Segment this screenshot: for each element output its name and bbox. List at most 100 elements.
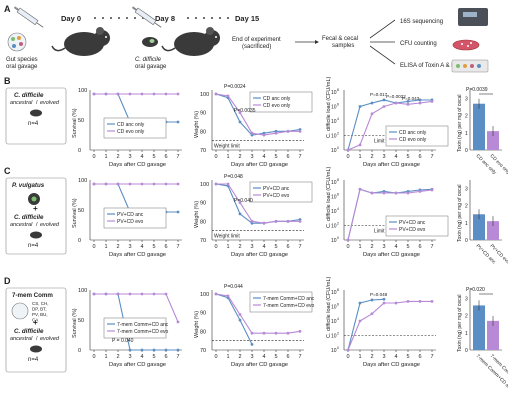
cd-gavage-label-1: C. difficile — [135, 57, 162, 63]
load-1-point — [346, 238, 350, 242]
load-1-point — [430, 300, 434, 303]
p-value: P=0.017 — [370, 92, 388, 97]
legend-label: 7-mem Comm+CD evo — [117, 329, 168, 335]
y-tick-label: 10 — [331, 348, 337, 354]
load-1-point — [370, 112, 374, 116]
weight-1-point — [226, 94, 230, 98]
weight-1-point — [298, 219, 302, 223]
x-tick-label: 1 — [227, 154, 230, 160]
y-tick-label: 2 — [465, 314, 468, 320]
legend-label: CD anc only — [399, 130, 427, 136]
x-tick-label: 6 — [287, 354, 290, 360]
survival-0-point — [176, 120, 180, 124]
survival-1-point — [164, 182, 168, 186]
x-tick-label: 7 — [299, 244, 302, 250]
weight-1-point — [226, 294, 230, 298]
y-tick-label: 1 — [465, 131, 468, 137]
survival-0-point — [176, 210, 180, 214]
survival-1-point — [140, 182, 144, 186]
x-tick-label: 3 — [251, 244, 254, 250]
y-tick-label: 50 — [78, 318, 84, 324]
survival-1-point — [104, 292, 108, 296]
x-tick-label: 2 — [371, 244, 374, 250]
load-1-point — [358, 319, 362, 323]
y-tick-label: 1 — [465, 221, 468, 227]
load-0-point — [382, 98, 386, 102]
y-tick-label: 100 — [200, 92, 209, 98]
load-1-point — [382, 191, 386, 195]
panel-label-d: D — [4, 276, 11, 286]
p-value: P=0.020 — [466, 287, 485, 293]
x-tick-label: 5 — [275, 244, 278, 250]
y-tick-label: 0 — [465, 148, 468, 154]
y-tick-exp: 4 — [337, 117, 339, 121]
weight-1-line — [215, 293, 301, 334]
x-axis-label: Days after CD gavage — [363, 362, 420, 368]
weight-1-point — [262, 331, 266, 335]
x-tick-label: 2 — [117, 354, 120, 360]
x-axis-label: Days after CD gavage — [109, 252, 166, 258]
legend-label: CD evo only — [117, 129, 145, 135]
load-1-point — [382, 105, 386, 108]
x-axis-label: Days after CD gavage — [363, 252, 420, 258]
y-tick-exp: 0 — [337, 236, 339, 240]
survival-1-point — [128, 182, 132, 186]
load-1-point — [418, 190, 422, 193]
x-tick-label: 2 — [117, 154, 120, 160]
p-value: P=0.043 — [402, 96, 420, 101]
weight-1-point — [274, 131, 278, 135]
community-member: PV, BU, — [32, 312, 48, 317]
y-tick-exp: 6 — [337, 303, 339, 307]
x-tick-label: 7 — [177, 354, 180, 360]
survival-0-point — [176, 348, 180, 352]
weight-1-point — [250, 131, 254, 135]
legend-box — [249, 181, 313, 203]
community-icon — [11, 302, 29, 320]
weight-0-point — [250, 343, 254, 346]
organism-box — [5, 177, 67, 255]
x-tick-label: 1 — [105, 154, 108, 160]
y-tick-label: 0 — [465, 238, 468, 244]
x-tick-label: 5 — [407, 154, 410, 160]
weight-1-point — [262, 133, 266, 137]
separator: / — [36, 336, 38, 342]
weight-1-line — [215, 93, 300, 136]
x-tick-label: 1 — [359, 154, 362, 160]
survival-1-point — [128, 92, 132, 96]
x-tick-label: 3 — [129, 354, 132, 360]
mouse-icon — [161, 27, 220, 56]
gut-species-label-1: Gut species — [6, 57, 38, 63]
survival-1-point — [104, 182, 108, 186]
x-axis-label: Days after CD gavage — [109, 362, 166, 368]
load-1-line — [347, 300, 432, 351]
x-tick-label: 4 — [263, 244, 266, 250]
legend-label: PV+CD evo — [117, 219, 143, 225]
legend-label: CD evo only — [263, 103, 291, 109]
y-tick-exp: 6 — [337, 193, 339, 197]
x-tick-label: 4 — [395, 244, 398, 250]
toxin-bar — [487, 320, 499, 350]
survival-1-point — [92, 182, 96, 186]
survival-1-point — [92, 292, 96, 296]
x-tick-label: 6 — [165, 354, 168, 360]
y-axis-label: Toxin (ng) per mg of cecal — [457, 184, 463, 242]
y-tick-label: 70 — [200, 348, 206, 354]
x-tick-label: 4 — [263, 154, 266, 160]
legend-label: CD anc only — [263, 96, 291, 102]
weight-1-point — [286, 219, 290, 223]
weight-1-point — [238, 313, 242, 316]
x-tick-label: 5 — [407, 354, 410, 360]
legend-label: PV+CD anc — [117, 212, 144, 218]
x-tick-label: 1 — [227, 244, 230, 250]
p-value: P=0.0024 — [224, 84, 246, 90]
x-tick-label: 1 — [105, 354, 108, 360]
output-16s: 16S sequencing — [400, 19, 443, 25]
weight-1-point — [298, 129, 302, 133]
x-tick-label: 7 — [431, 354, 434, 360]
survival-1-point — [128, 292, 132, 296]
y-tick-exp: 2 — [337, 132, 339, 136]
c-difficile-icon — [30, 231, 42, 239]
n-label: n=4 — [28, 121, 39, 127]
x-axis-label: Days after CD gavage — [231, 362, 288, 368]
p-value: P=0.040 — [234, 198, 253, 204]
